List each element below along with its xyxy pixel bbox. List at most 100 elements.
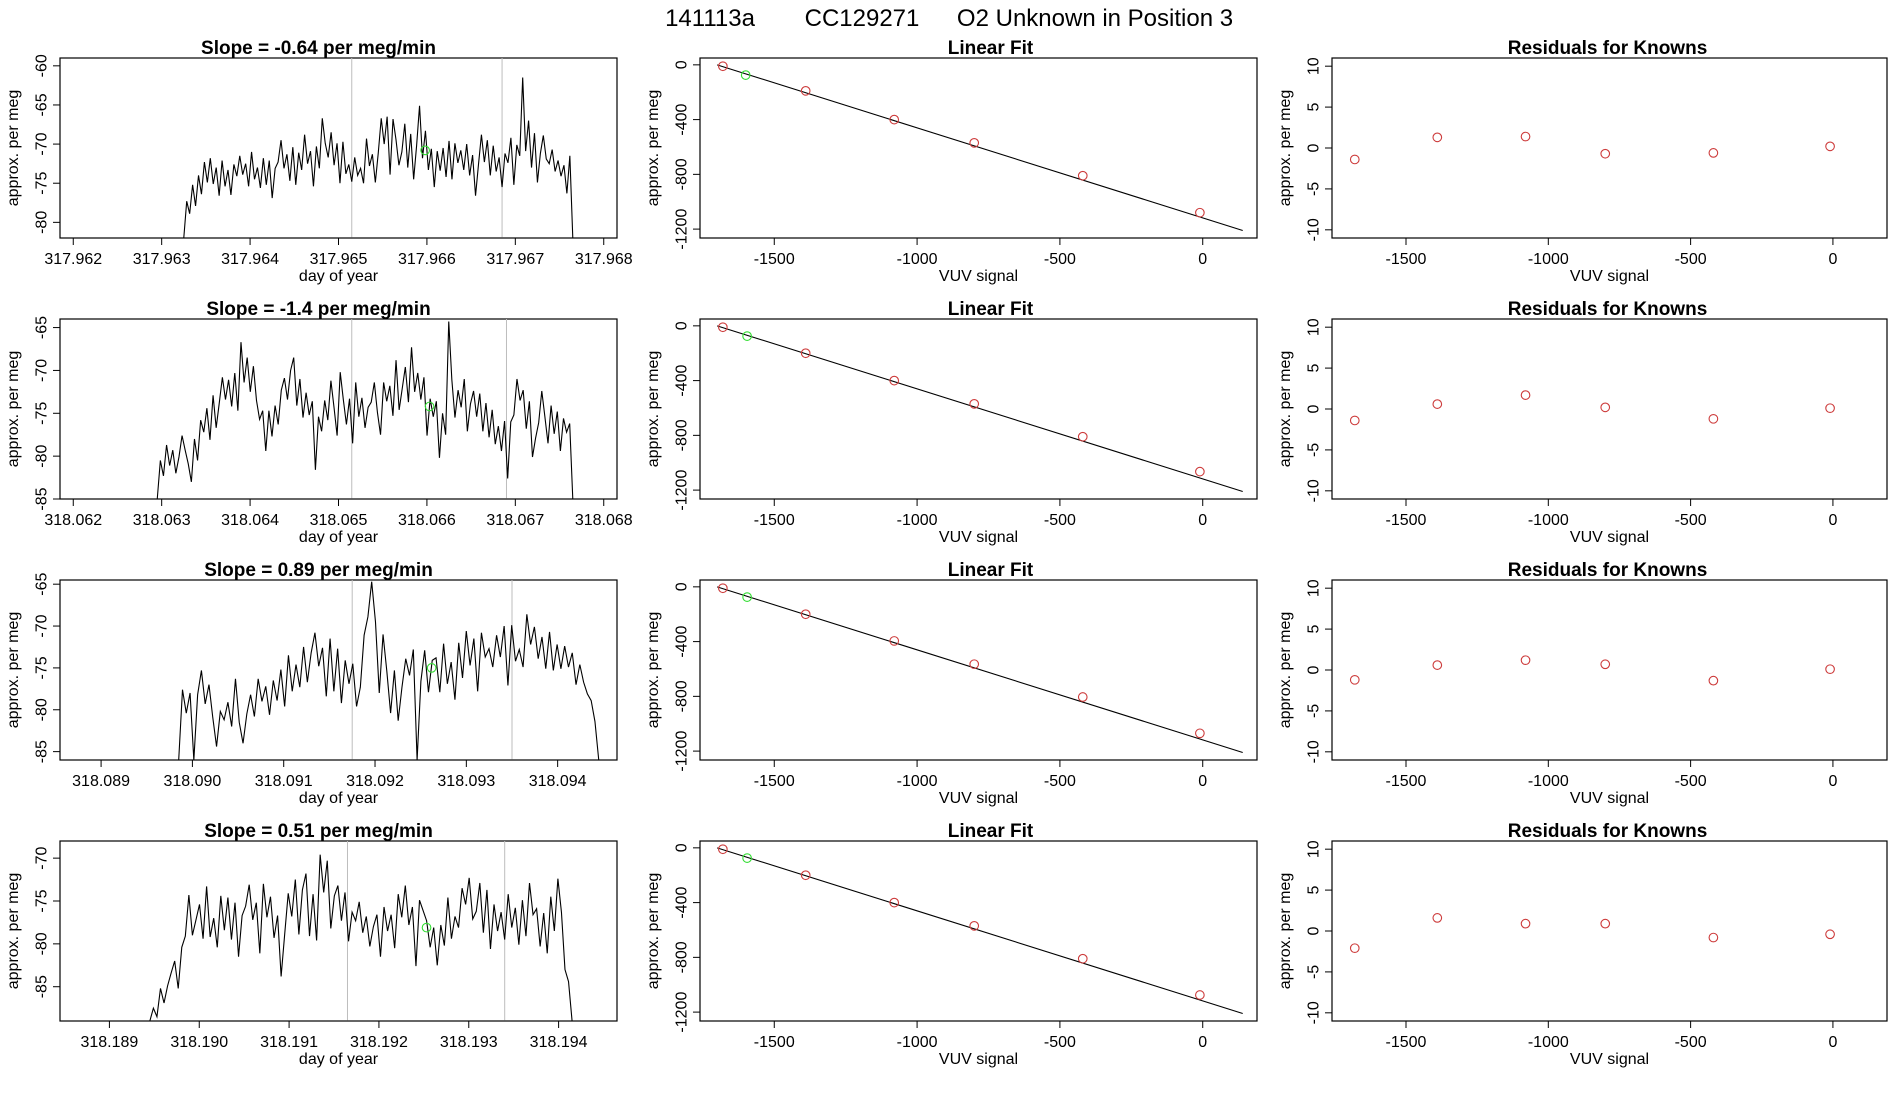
linearfit-3-known-point (969, 921, 980, 931)
residuals-3-residual-point (1708, 932, 1719, 943)
timeseries-3-series-line (149, 854, 573, 1022)
timeseries-1-y-tick-label: -70 (33, 359, 50, 382)
residuals-0-residual-point (1708, 148, 1719, 158)
linearfit-2-y-tick-label: -800 (673, 680, 690, 712)
linearfit-2-x-axis-title: VUV signal (939, 790, 1018, 807)
residuals-2-x-tick-label: 0 (1828, 773, 1837, 790)
timeseries-1-x-tick-label: 318.062 (44, 512, 102, 529)
residuals-1-y-tick-label: 5 (1305, 364, 1322, 373)
residuals-0-panel: -1500 -1000 -500 0 -10 -5 0 5 10 VUV signal approx… (1277, 38, 1888, 285)
residuals-0-residual-point (1349, 154, 1360, 165)
residuals-1-x-tick-label: -500 (1675, 512, 1707, 529)
residuals-3-residual-point (1825, 929, 1835, 940)
linearfit-2-y-tick-label: -400 (673, 625, 690, 657)
timeseries-0-x-axis-title: day of year (299, 268, 379, 285)
residuals-1-residual-point (1708, 413, 1719, 424)
linearfit-0-y-tick-label: -800 (673, 158, 690, 190)
residuals-2-residual-point (1825, 664, 1835, 675)
linearfit-0-y-axis: -1200 -800 -400 0 (673, 60, 701, 250)
linearfit-3-known-point (889, 897, 900, 908)
residuals-0-y-tick-label: 0 (1305, 143, 1322, 152)
timeseries-2-x-axis: 318.089 318.090 318.091 318.092 318.093 318.0… (72, 759, 587, 790)
linearfit-0-y-tick-label: -400 (673, 103, 690, 135)
linearfit-1-panel: -1500 -1000 -500 0 -1200 -800 -400 0 VUV signal a… (645, 299, 1258, 546)
timeseries-2-x-tick-label: 318.089 (72, 773, 130, 790)
residuals-1-y-axis: -10 -5 0 5 10 (1305, 318, 1333, 502)
timeseries-0-y-tick-label: -75 (33, 172, 50, 195)
linearfit-3-x-tick-label: -1500 (754, 1034, 795, 1051)
residuals-1-x-tick-label: -1000 (1528, 512, 1569, 529)
timeseries-2-x-tick-label: 318.092 (346, 773, 404, 790)
linearfit-0-x-tick-label: -500 (1044, 251, 1076, 268)
timeseries-3-y-tick-label: -75 (33, 889, 50, 912)
residuals-0-residual-point (1825, 141, 1835, 152)
linearfit-1-y-tick-label: -800 (673, 419, 690, 451)
timeseries-0-unknown-point (420, 145, 430, 156)
linearfit-3-unknown-point (742, 853, 752, 863)
residuals-3-panel: -1500 -1000 -500 0 -10 -5 0 5 10 VUV signal approx… (1277, 821, 1888, 1068)
timeseries-2-y-axis-title: approx. per meg (5, 612, 22, 729)
residuals-0-residual-point (1432, 132, 1443, 143)
linearfit-1-y-axis-title: approx. per meg (645, 351, 662, 468)
residuals-2-x-axis: -1500 -1000 -500 0 (1386, 759, 1837, 790)
timeseries-0-x-tick-label: 317.965 (310, 251, 368, 268)
residuals-3-plot-frame (1331, 840, 1888, 1022)
residuals-0-y-tick-label: -10 (1305, 218, 1322, 241)
linearfit-2-known-point (1195, 728, 1205, 739)
residuals-2-plot-frame (1331, 579, 1888, 761)
timeseries-3-y-axis-title: approx. per meg (5, 873, 22, 990)
timeseries-1-unknown-point (424, 401, 435, 412)
residuals-0-y-tick-label: -5 (1305, 182, 1322, 196)
linearfit-0-known-point (1077, 170, 1088, 181)
residuals-0-y-tick-label: 10 (1305, 57, 1322, 75)
linearfit-2-plot-frame (699, 579, 1258, 761)
residuals-3-y-axis-title: approx. per meg (1277, 873, 1294, 990)
residuals-1-residual-point (1825, 403, 1835, 414)
timeseries-3-panel: 318.189 318.190 318.191 318.192 318.193 318.1… (5, 821, 618, 1068)
timeseries-0-x-tick-label: 317.966 (398, 251, 456, 268)
residuals-3-y-tick-label: 5 (1305, 886, 1322, 895)
linearfit-0-title: Linear Fit (948, 38, 1034, 59)
linearfit-2-known-point (889, 636, 900, 646)
residuals-0-title: Residuals for Knowns (1508, 38, 1708, 59)
timeseries-1-x-tick-label: 318.066 (398, 512, 456, 529)
timeseries-2-y-axis: -85 -80 -75 -70 -65 (33, 573, 61, 763)
linearfit-0-x-tick-label: -1500 (754, 251, 795, 268)
residuals-2-panel: -1500 -1000 -500 0 -10 -5 0 5 10 VUV signal approx… (1277, 560, 1888, 807)
timeseries-3-plot-frame (59, 840, 618, 1022)
residuals-3-y-tick-label: -10 (1305, 1001, 1322, 1024)
residuals-2-residual-point (1708, 675, 1719, 686)
linearfit-2-known-point (718, 583, 728, 594)
timeseries-0-y-axis: -80 -75 -70 -65 -60 (33, 54, 61, 234)
page-title-tank-id: CC129271 (805, 5, 920, 32)
residuals-3-x-axis: -1500 -1000 -500 0 (1386, 1020, 1837, 1051)
timeseries-2-x-axis-title: day of year (299, 790, 379, 807)
timeseries-2-y-tick-label: -65 (33, 573, 50, 596)
residuals-2-residual-point (1349, 674, 1360, 685)
residuals-0-x-axis-title: VUV signal (1570, 268, 1649, 285)
timeseries-0-panel: 317.962 317.963 317.964 317.965 317.966 317.9… (5, 38, 633, 285)
timeseries-3-x-tick-label: 318.190 (170, 1034, 228, 1051)
linearfit-2-y-axis: -1200 -800 -400 0 (673, 582, 701, 772)
timeseries-0-x-tick-label: 317.968 (575, 251, 633, 268)
linearfit-0-y-tick-label: 0 (673, 60, 690, 69)
linearfit-0-plot-frame (699, 57, 1258, 239)
timeseries-0-y-axis-title: approx. per meg (5, 90, 22, 207)
residuals-2-residual-point (1520, 655, 1531, 666)
linearfit-3-y-tick-label: 0 (673, 843, 690, 852)
linearfit-0-known-point (718, 61, 728, 72)
linearfit-3-y-tick-label: -1200 (673, 992, 690, 1033)
linearfit-3-y-tick-label: -800 (673, 941, 690, 973)
linearfit-0-x-tick-label: 0 (1198, 251, 1207, 268)
residuals-3-residual-point (1432, 913, 1443, 923)
residuals-0-x-tick-label: -1000 (1528, 251, 1569, 268)
residuals-0-residual-point (1600, 148, 1611, 159)
linearfit-1-fit-line (716, 325, 1243, 492)
residuals-3-x-tick-label: -500 (1675, 1034, 1707, 1051)
residuals-1-residual-point (1520, 390, 1531, 400)
linearfit-1-known-point (1077, 431, 1088, 442)
linearfit-2-unknown-point (742, 592, 752, 602)
timeseries-1-y-axis: -85 -80 -75 -70 -65 (33, 316, 61, 511)
